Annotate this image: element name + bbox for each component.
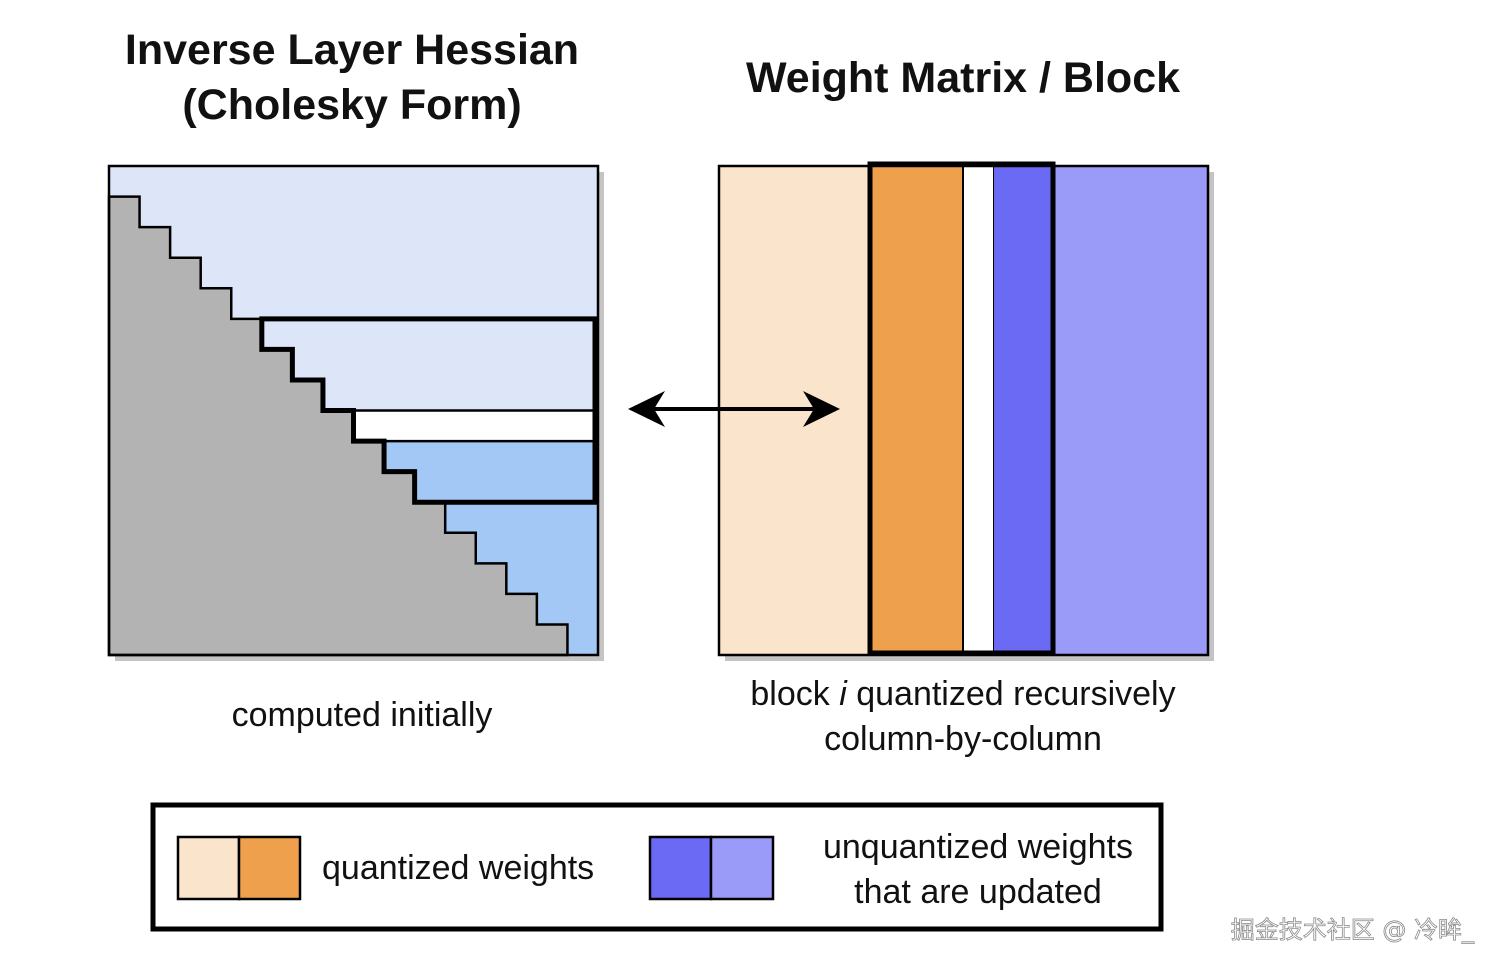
- legend-swatch-unquantized-dark: [648, 835, 713, 901]
- weight-caption-line1: block i quantized recursively: [750, 675, 1175, 713]
- hessian-title-line1: Inverse Layer Hessian: [125, 26, 579, 74]
- quantized-columns-block: [870, 166, 963, 655]
- inverse-hessian-matrix: [107, 164, 604, 661]
- legend-swatch-quantized-light: [176, 835, 241, 901]
- hessian-border: [107, 164, 600, 657]
- legend-quantized-label: quantized weights: [322, 849, 594, 887]
- hessian-caption: computed initially: [232, 696, 493, 734]
- unquantized-columns-block: [994, 166, 1053, 655]
- block-i-outline: [867, 161, 1056, 656]
- legend: quantized weights unquantized weights th…: [150, 802, 1164, 932]
- watermark: 掘金技术社区 @ 冷眸_: [1231, 916, 1475, 944]
- hessian-block-outline: [259, 316, 598, 505]
- weight-matrix-title: Weight Matrix / Block: [746, 54, 1180, 102]
- legend-swatch-unquantized-light: [709, 835, 775, 901]
- legend-swatch-quantized-dark: [237, 835, 302, 901]
- unquantized-columns-remaining: [1053, 166, 1208, 655]
- legend-unquantized-label-line1: unquantized weights: [823, 828, 1133, 866]
- legend-unquantized-label-line2: that are updated: [854, 873, 1102, 911]
- current-column: [962, 165, 995, 656]
- weight-caption-line2: column-by-column: [824, 720, 1102, 758]
- hessian-title-line2: (Cholesky Form): [182, 81, 521, 129]
- double-arrow-icon: [628, 391, 840, 427]
- weight-matrix: [717, 161, 1214, 661]
